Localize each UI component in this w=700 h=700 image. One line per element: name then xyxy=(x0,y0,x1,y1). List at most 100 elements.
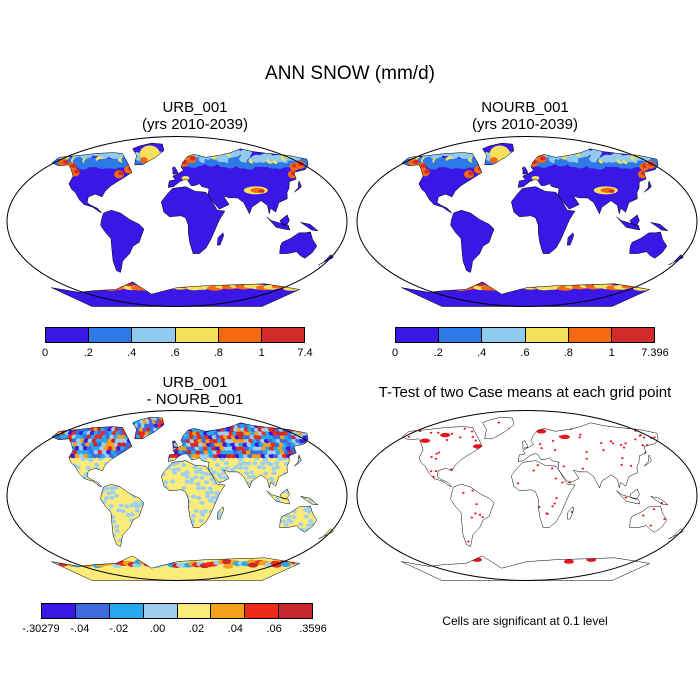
snow-cell xyxy=(321,466,327,471)
snow-cell xyxy=(111,519,117,524)
significant-cell xyxy=(475,468,479,471)
snow-cell xyxy=(18,453,24,458)
snow-cell xyxy=(279,490,285,495)
snow-cell xyxy=(42,491,47,495)
snow-cell xyxy=(171,518,177,523)
snow-cell xyxy=(255,545,261,550)
snow-cell xyxy=(193,423,201,429)
significant-cell xyxy=(654,489,658,492)
snow-cell xyxy=(31,519,36,523)
snow-cell xyxy=(51,517,54,522)
snow-cell xyxy=(312,491,318,496)
significant-cell xyxy=(453,511,456,514)
snow-cell xyxy=(245,419,252,425)
snow-cell xyxy=(166,458,172,463)
snow-cell xyxy=(102,560,113,566)
significant-cell xyxy=(441,425,444,428)
snow-cell xyxy=(61,423,68,429)
snow-cell xyxy=(153,445,160,451)
colorbar-tick-label: 1 xyxy=(258,347,265,359)
snow-cell xyxy=(51,505,54,510)
snow-cell xyxy=(504,283,513,287)
snow-cell xyxy=(180,538,186,543)
snow-cell xyxy=(85,541,92,546)
snow-cell xyxy=(54,475,60,480)
snow-cell xyxy=(43,494,48,498)
snow-cell xyxy=(190,545,196,550)
significant-cell xyxy=(621,523,624,526)
colorbar-swatch xyxy=(568,328,612,342)
snow-cell xyxy=(539,156,546,161)
significant-cell xyxy=(448,534,451,537)
snow-cell xyxy=(77,500,83,505)
snow-cell xyxy=(260,536,266,541)
snow-cell xyxy=(189,419,196,425)
snow-cell xyxy=(235,507,241,512)
snow-cell xyxy=(315,524,322,529)
snow-cell xyxy=(149,531,156,536)
significant-cell xyxy=(458,535,462,538)
snow-cell xyxy=(180,419,187,425)
significant-cell xyxy=(579,547,582,550)
significant-cell xyxy=(675,447,678,450)
snow-cell xyxy=(83,536,89,541)
snow-cell xyxy=(175,467,181,472)
snow-cell xyxy=(10,504,15,508)
snow-cell xyxy=(326,470,332,475)
snow-cell xyxy=(261,547,267,552)
snow-cell xyxy=(219,457,225,462)
snow-cell xyxy=(216,526,223,531)
snow-cell xyxy=(51,546,57,551)
snow-cell xyxy=(335,500,340,504)
significant-cell xyxy=(538,443,542,446)
snow-cell xyxy=(302,546,308,551)
snow-cell xyxy=(216,472,222,477)
snow-cell xyxy=(261,533,268,538)
snow-cell xyxy=(187,423,194,429)
snow-cell xyxy=(186,419,193,425)
snow-cell xyxy=(271,514,277,519)
snow-cell xyxy=(321,486,327,491)
significant-cell xyxy=(415,455,418,458)
snow-cell xyxy=(541,283,550,287)
snow-cell xyxy=(204,472,210,477)
snow-cell xyxy=(263,471,269,476)
snow-cell xyxy=(302,480,308,485)
snow-cell xyxy=(127,417,134,421)
snow-cell xyxy=(170,434,177,440)
significant-cell xyxy=(634,438,637,441)
significant-cell xyxy=(524,523,528,526)
snow-cell xyxy=(64,423,71,429)
snow-cell xyxy=(114,529,120,534)
snow-cell xyxy=(185,510,191,515)
snow-cell xyxy=(88,538,94,543)
snow-cell xyxy=(51,467,53,472)
snow-cell xyxy=(278,541,284,546)
snow-cell xyxy=(111,471,118,476)
snow-cell xyxy=(231,475,237,480)
significant-cell xyxy=(549,427,552,430)
snow-cell xyxy=(161,522,167,527)
snow-cell xyxy=(61,498,67,503)
significant-cell xyxy=(545,463,548,466)
snow-cell xyxy=(261,517,267,522)
snow-cell xyxy=(143,522,150,527)
snow-cell xyxy=(310,442,318,447)
snow-cell xyxy=(205,491,211,496)
snow-cell xyxy=(175,493,181,498)
land-japan xyxy=(644,180,652,193)
snow-cell xyxy=(152,449,160,455)
snow-cell xyxy=(165,509,172,514)
snow-cell xyxy=(83,472,90,477)
snow-cell xyxy=(323,514,330,519)
colorbar-swatch xyxy=(439,328,483,342)
snow-cell xyxy=(213,423,220,429)
snow-cell xyxy=(171,498,178,503)
snow-cell xyxy=(61,456,67,461)
snow-cell xyxy=(61,467,68,472)
snow-cell xyxy=(233,465,239,470)
significant-cell xyxy=(661,541,665,544)
snow-cell xyxy=(59,527,65,532)
snow-cell xyxy=(134,541,140,546)
significant-cell xyxy=(392,535,394,537)
